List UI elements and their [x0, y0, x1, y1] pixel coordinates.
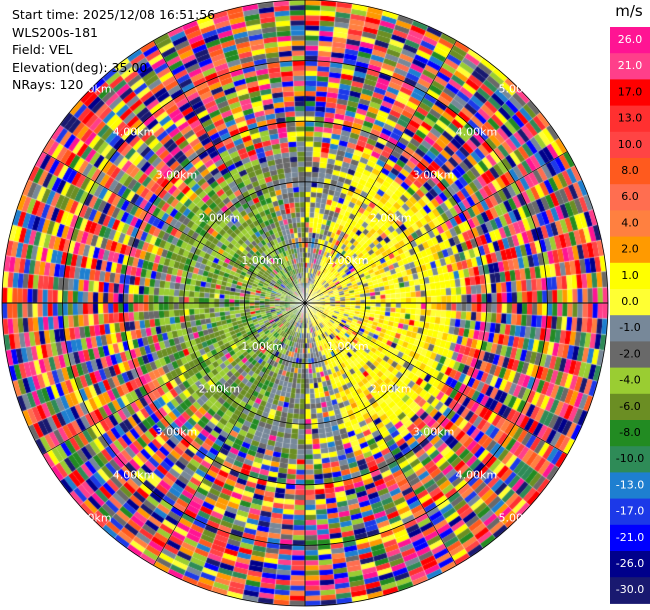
range-ring-label: 5.00km: [70, 511, 112, 524]
azimuth-line: [304, 151, 568, 304]
colorbar-cell: [610, 341, 650, 369]
colorbar-tick-label: 26.0: [618, 33, 643, 46]
colorbar-cell: [610, 236, 650, 264]
colorbar-cell: [610, 210, 650, 238]
colorbar-tick-label: 17.0: [618, 85, 643, 98]
azimuth-line: [304, 302, 568, 455]
range-ring-label: 1.00km: [327, 254, 369, 267]
colorbar-tick-label: 2.0: [621, 243, 639, 256]
colorbar-tick-label: 8.0: [621, 164, 639, 177]
colorbar-cell: [610, 53, 650, 80]
scan-info: Start time: 2025/12/08 16:51:56 WLS200s-…: [12, 6, 215, 94]
colorbar-cell: [610, 27, 650, 54]
range-ring-label: 4.00km: [113, 126, 155, 139]
range-ring-label: 3.00km: [413, 168, 455, 181]
colorbar-tick-label: 1.0: [621, 269, 639, 282]
nrays-text: NRays: 120: [12, 77, 84, 92]
range-ring-label: 2.00km: [199, 211, 241, 224]
azimuth-lines: [2, 0, 608, 606]
colorbar-tick-label: -21.0: [616, 531, 644, 544]
field-text: Field: VEL: [12, 42, 73, 57]
colorbar-tick-label: -26.0: [616, 557, 644, 570]
colorbar-tick-label: 10.0: [618, 138, 643, 151]
colorbar-cell: [610, 393, 650, 421]
range-ring-label: 1.00km: [327, 340, 369, 353]
azimuth-line: [153, 40, 306, 304]
range-ring-label: 1.00km: [241, 340, 283, 353]
colorbar-tick-label: 4.0: [621, 216, 639, 229]
range-ring-label: 4.00km: [113, 468, 155, 481]
colorbar-tick-label: -30.0: [616, 583, 644, 596]
azimuth-line: [42, 302, 306, 455]
colorbar-cell: [610, 367, 650, 395]
range-ring-label: 5.00km: [70, 83, 112, 96]
colorbar-tick-label: 6.0: [621, 190, 639, 203]
colorbar-cell: [610, 79, 650, 107]
colorbar-cell: [610, 184, 650, 211]
azimuth-line: [42, 151, 306, 304]
colorbar-cell: [610, 420, 650, 447]
colorbar-tick-label: 13.0: [618, 112, 643, 125]
colorbar-tick-label: -10.0: [616, 452, 644, 465]
range-ring-label: 2.00km: [199, 383, 241, 396]
colorbar-cell: [610, 472, 650, 500]
colorbar-tick-label: -6.0: [619, 400, 640, 413]
colorbar-tick-label: -1.0: [619, 321, 640, 334]
colorbar-cell: [610, 498, 650, 526]
colorbar-tick-label: -8.0: [619, 426, 640, 439]
colorbar-cell: [610, 551, 650, 578]
azimuth-line: [153, 302, 306, 566]
instrument-name: WLS200s-181: [12, 24, 98, 40]
colorbar-cell: [610, 524, 650, 552]
range-ring-label: 5.00km: [498, 511, 540, 524]
range-ring-label: 5.00km: [498, 83, 540, 96]
colorbar-cell: [610, 105, 650, 133]
colorbar-cell: [610, 446, 650, 473]
range-ring-label: 1.00km: [241, 254, 283, 267]
colorbar-tick-label: -2.0: [619, 347, 640, 360]
colorbar-cell: [610, 131, 650, 159]
colorbar-cell: [610, 158, 650, 185]
colorbar-tick-label: 0.0: [621, 295, 639, 308]
range-ring-label: 2.00km: [370, 211, 412, 224]
colorbar-tick-label: -4.0: [619, 374, 640, 387]
ppi-overlay: 1.00km 1.00km 1.00km 1.00km 2.00km 2.00km 2.00…: [1, 0, 609, 607]
colorbar-tick-label: -17.0: [616, 505, 644, 518]
colorbar-cell: [610, 315, 650, 342]
range-ring-label: 2.00km: [370, 383, 412, 396]
azimuth-line: [304, 40, 457, 304]
colorbar-unit-label: m/s: [615, 2, 643, 20]
start-time-text: Start time: 2025/12/08 16:51:56: [12, 7, 216, 22]
range-ring-label: 3.00km: [413, 426, 455, 439]
elevation-text: Elevation(deg): 35.00: [12, 59, 148, 75]
colorbar-cell: [610, 289, 650, 316]
range-ring-label: 3.00km: [156, 168, 198, 181]
range-ring-labels: 1.00km 1.00km 1.00km 1.00km 2.00km 2.00km 2.00…: [70, 83, 540, 525]
range-ring-label: 3.00km: [156, 426, 198, 439]
colorbar-tick-label: 21.0: [618, 59, 643, 72]
colorbar-cell: [610, 262, 650, 290]
colorbar-tick-label: -13.0: [616, 478, 644, 491]
azimuth-line: [304, 302, 457, 566]
range-ring-label: 4.00km: [456, 126, 498, 139]
colorbar-cell: [610, 577, 650, 604]
range-ring-label: 4.00km: [456, 468, 498, 481]
